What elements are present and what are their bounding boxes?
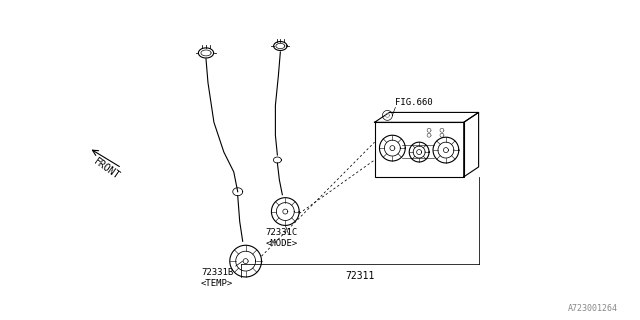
Text: FIG.660: FIG.660	[396, 99, 433, 108]
Text: 72331C
<MODE>: 72331C <MODE>	[266, 228, 298, 248]
Text: FRONT: FRONT	[92, 157, 122, 182]
Text: A723001264: A723001264	[568, 304, 618, 313]
Text: 72311: 72311	[345, 271, 374, 281]
Text: 72331B
<TEMP>: 72331B <TEMP>	[201, 268, 234, 288]
Bar	[374, 122, 464, 177]
